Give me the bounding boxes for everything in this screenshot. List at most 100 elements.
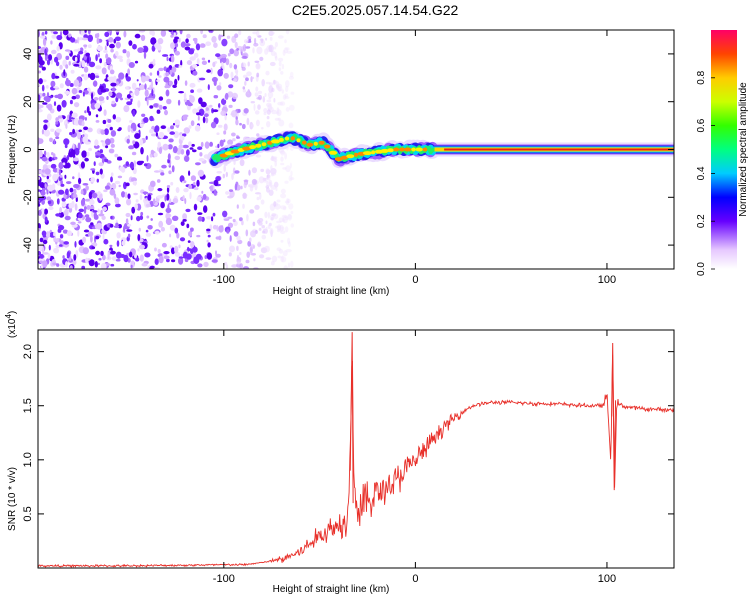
noise-speck [225, 171, 228, 178]
noise-speck [172, 146, 178, 154]
noise-speck [163, 76, 170, 83]
noise-speck [279, 224, 284, 232]
noise-speck [216, 132, 220, 135]
noise-speck [192, 63, 198, 68]
noise-speck [209, 224, 213, 231]
colorbar-gradient [711, 30, 737, 269]
colorbar-tick-label: 0.2 [696, 214, 707, 228]
noise-speck [228, 245, 236, 253]
noise-speck [82, 134, 85, 138]
noise-speck [132, 140, 136, 145]
noise-speck [96, 37, 100, 44]
noise-speck [227, 216, 233, 219]
noise-speck [137, 234, 141, 241]
noise-speck [223, 218, 230, 221]
noise-speck [166, 98, 172, 105]
noise-speck [38, 65, 44, 68]
y-axis-label: Frequency (Hz) [7, 115, 18, 184]
noise-speck [96, 178, 100, 183]
noise-speck [246, 214, 249, 222]
noise-speck [99, 149, 104, 154]
noise-speck [101, 215, 106, 220]
noise-speck [231, 92, 238, 100]
noise-speck [134, 88, 140, 97]
noise-speck [53, 86, 59, 89]
noise-speck [60, 180, 63, 185]
noise-speck [258, 176, 265, 184]
noise-speck [149, 72, 153, 76]
noise-speck [219, 139, 224, 147]
noise-speck [277, 86, 283, 92]
noise-speck [256, 62, 260, 69]
noise-speck [167, 127, 171, 133]
noise-speck [100, 88, 107, 93]
noise-speck [143, 117, 149, 123]
noise-speck [64, 90, 71, 95]
noise-speck [186, 149, 190, 156]
noise-speck [221, 38, 228, 47]
noise-speck [94, 102, 101, 109]
noise-speck [197, 212, 203, 216]
noise-speck [90, 177, 96, 183]
noise-speck [161, 242, 167, 248]
noise-speck [109, 244, 113, 248]
noise-speck [178, 37, 181, 43]
noise-speck [115, 92, 123, 99]
noise-speck [169, 131, 175, 135]
noise-speck [228, 252, 232, 257]
noise-speck [205, 107, 209, 111]
noise-speck [50, 80, 56, 88]
x-tick-label: 0 [412, 274, 418, 286]
noise-speck [245, 229, 249, 237]
noise-speck [264, 48, 269, 55]
noise-speck [65, 188, 69, 196]
noise-speck [103, 50, 108, 53]
ridge-peak [380, 148, 389, 153]
noise-speck [114, 36, 121, 42]
noise-speck [283, 47, 289, 54]
noise-speck [150, 218, 153, 221]
noise-speck [190, 120, 195, 127]
ridge-peak [230, 149, 241, 154]
noise-speck [281, 214, 288, 218]
noise-speck [207, 84, 210, 91]
noise-speck [197, 263, 203, 268]
noise-speck [203, 261, 209, 268]
noise-speck [235, 116, 238, 121]
noise-speck [241, 62, 247, 68]
noise-speck [290, 91, 295, 95]
noise-speck [287, 237, 291, 245]
noise-speck [252, 221, 256, 227]
noise-speck [128, 145, 135, 150]
noise-speck [163, 251, 170, 255]
noise-speck [199, 152, 203, 157]
noise-speck [43, 124, 48, 131]
noise-speck [226, 35, 231, 39]
noise-speck [241, 55, 248, 59]
noise-speck [188, 141, 192, 147]
noise-speck [104, 185, 111, 190]
noise-speck [202, 116, 206, 124]
noise-speck [206, 252, 213, 260]
noise-speck [210, 121, 217, 129]
noise-speck [117, 175, 123, 179]
noise-speck [80, 161, 85, 169]
noise-speck [265, 257, 272, 260]
noise-speck [186, 223, 190, 229]
noise-speck [132, 167, 137, 175]
noise-speck [127, 233, 131, 238]
noise-speck [130, 264, 133, 269]
noise-speck [51, 72, 56, 80]
noise-speck [93, 144, 100, 149]
noise-speck [166, 258, 170, 263]
noise-speck [266, 99, 272, 103]
noise-speck [145, 135, 148, 140]
noise-speck [249, 209, 255, 214]
noise-speck [170, 34, 174, 38]
noise-speck [81, 150, 87, 158]
noise-speck [239, 252, 242, 255]
noise-speck [85, 185, 89, 191]
noise-speck [102, 119, 107, 125]
noise-speck [109, 189, 116, 196]
noise-speck [84, 117, 87, 121]
